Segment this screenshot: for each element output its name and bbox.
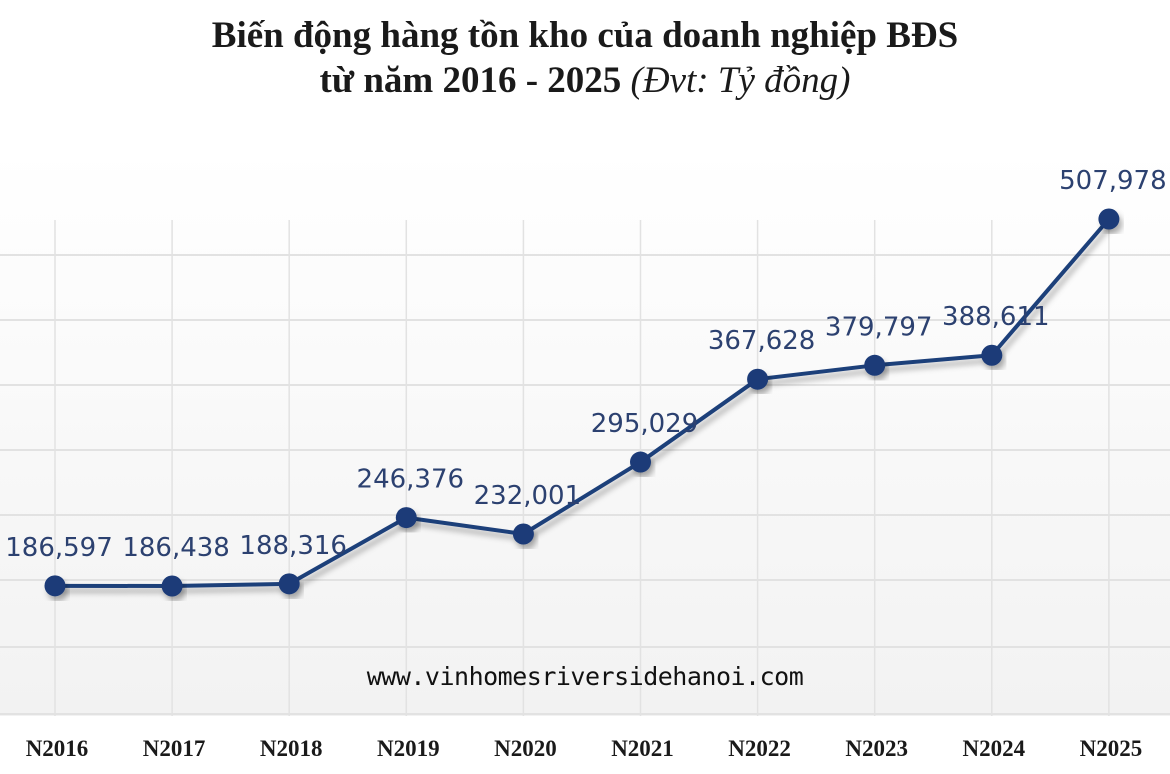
x-tick-label: N2016 xyxy=(26,736,89,761)
data-point xyxy=(747,368,769,390)
chart-subtitle: từ năm 2016 - 2025 xyxy=(319,60,622,101)
data-point xyxy=(161,575,183,597)
data-label: 507,978 xyxy=(1059,166,1167,196)
data-labels: 186,597 186,438 188,316 246,376 232,001 295,0… xyxy=(5,166,1166,563)
data-point xyxy=(44,575,66,597)
x-tick-label: N2022 xyxy=(728,736,791,761)
data-label: 188,316 xyxy=(239,531,347,561)
data-label: 295,029 xyxy=(591,409,699,439)
x-tick-label: N2023 xyxy=(845,736,908,761)
plot-background xyxy=(0,150,1170,716)
data-point xyxy=(1098,208,1120,230)
chart-unit: (Đvt: Tỷ đồng) xyxy=(630,60,851,101)
series xyxy=(44,208,1120,597)
series-line xyxy=(54,217,1111,588)
data-label: 379,797 xyxy=(825,312,933,342)
x-tick-label: N2020 xyxy=(494,736,557,761)
data-point xyxy=(864,354,886,376)
data-label: 246,376 xyxy=(357,465,465,495)
grid xyxy=(0,220,1170,716)
data-point xyxy=(981,344,1003,366)
data-label: 367,628 xyxy=(708,326,816,356)
data-label: 232,001 xyxy=(474,481,582,511)
watermark: www.vinhomesriversidehanoi.com xyxy=(366,662,804,691)
x-tick-label: N2019 xyxy=(377,736,440,761)
data-point xyxy=(630,451,651,473)
chart-title: Biến động hàng tồn kho của doanh nghiệp … xyxy=(211,15,959,56)
data-point xyxy=(512,523,534,545)
x-tick-label: N2021 xyxy=(611,736,674,761)
data-label: 186,597 xyxy=(5,533,113,563)
data-label: 388,611 xyxy=(942,302,1050,332)
data-label: 186,438 xyxy=(122,533,230,563)
x-tick-labels: N2016 N2017 N2018 N2019 N2020 N2021 N2022 N2023… xyxy=(26,736,1143,761)
x-tick-label: N2017 xyxy=(143,736,206,761)
x-tick-label: N2018 xyxy=(260,736,323,761)
data-point xyxy=(278,573,300,595)
x-tick-label: N2025 xyxy=(1080,736,1143,761)
x-tick-label: N2024 xyxy=(962,736,1025,761)
data-point xyxy=(395,507,417,529)
chart-subtitle-line: từ năm 2016 - 2025 (Đvt: Tỷ đồng) xyxy=(0,59,1170,103)
